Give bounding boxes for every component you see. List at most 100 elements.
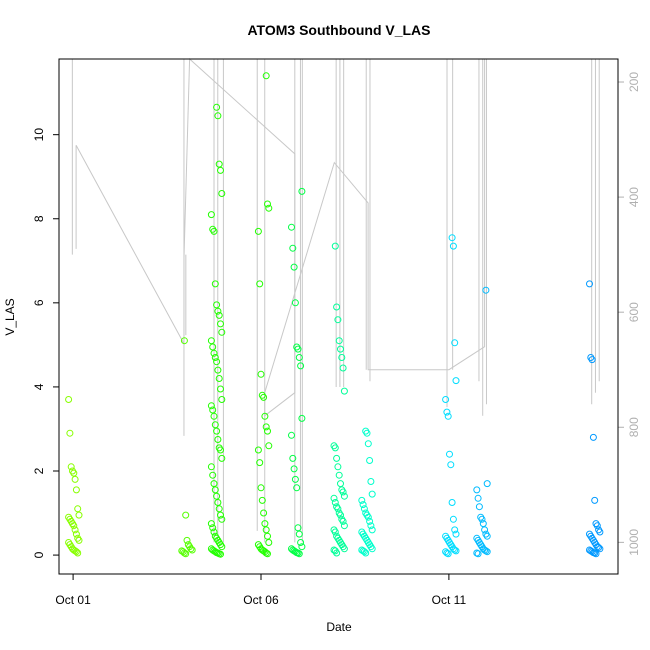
data-point — [211, 486, 219, 494]
data-point — [264, 200, 271, 208]
data-point — [215, 160, 223, 168]
x-axis: Oct 01 Oct 06 Oct 11 — [55, 574, 466, 607]
data-point — [74, 505, 82, 513]
data-point — [187, 545, 195, 553]
data-point — [218, 515, 226, 523]
data-point — [474, 550, 482, 558]
data-point — [452, 530, 460, 538]
data-point — [207, 463, 215, 471]
data-point — [215, 375, 223, 382]
data-point — [210, 412, 218, 420]
data-point — [334, 316, 342, 324]
y2-tick-label: 800 — [627, 417, 641, 437]
data-point — [256, 280, 264, 288]
data-point — [339, 364, 347, 372]
data-point — [257, 370, 265, 378]
data-point — [209, 471, 217, 479]
data-point — [339, 488, 347, 496]
data-point — [339, 517, 347, 525]
data-point — [215, 505, 223, 513]
data-point — [182, 511, 190, 519]
data-point — [214, 436, 222, 443]
data-point — [294, 549, 302, 557]
data-point — [257, 484, 265, 492]
data-points — [65, 72, 604, 558]
x-tick-label: Oct 01 — [55, 593, 91, 607]
data-point — [213, 492, 221, 500]
secondary-y-axis: 200 400 600 800 1000 — [617, 72, 641, 556]
y-tick-label: 0 — [32, 551, 46, 558]
chart-title: ATOM3 Southbound V_LAS — [247, 22, 430, 38]
data-point — [363, 429, 371, 437]
y-axis: 0 2 4 6 8 10 — [32, 128, 60, 558]
data-point — [207, 402, 215, 410]
data-point — [217, 511, 224, 519]
data-point — [214, 499, 222, 506]
data-point — [209, 343, 217, 351]
data-point — [70, 469, 78, 477]
data-point — [368, 490, 376, 498]
data-point — [262, 526, 270, 534]
data-point — [589, 433, 597, 441]
data-point — [217, 550, 224, 558]
data-point — [262, 423, 270, 431]
data-point — [360, 548, 368, 556]
data-point — [217, 166, 224, 174]
data-point — [218, 328, 226, 336]
data-point — [297, 362, 305, 370]
data-point — [71, 526, 79, 534]
data-point — [265, 204, 273, 212]
data-point — [338, 354, 346, 361]
data-point — [262, 549, 270, 557]
data-point — [182, 550, 190, 558]
data-point — [289, 244, 297, 252]
data-point — [452, 547, 460, 555]
data-point — [334, 463, 342, 471]
data-point — [70, 522, 78, 530]
data-point — [264, 532, 271, 540]
data-point — [217, 446, 224, 454]
data-point — [442, 396, 450, 403]
data-point — [210, 480, 218, 488]
y-tick-label: 4 — [32, 383, 46, 390]
data-point — [483, 532, 491, 540]
data-point — [207, 337, 215, 345]
data-point — [261, 520, 269, 528]
data-point — [218, 543, 226, 551]
data-point — [265, 442, 273, 450]
data-point — [294, 524, 302, 532]
data-point — [65, 396, 73, 403]
data-point — [210, 227, 218, 235]
data-point — [264, 550, 271, 558]
data-point — [446, 450, 453, 458]
plot-frame — [58, 58, 619, 575]
x-tick-label: Oct 11 — [432, 593, 467, 607]
data-point — [449, 515, 457, 523]
data-point — [596, 528, 604, 536]
data-point — [364, 440, 372, 448]
data-point — [443, 549, 451, 557]
data-point — [260, 393, 268, 401]
data-point — [254, 446, 262, 454]
data-point — [335, 471, 343, 479]
secondary-series-line — [75, 57, 486, 417]
data-point — [337, 511, 344, 519]
data-point — [183, 536, 191, 544]
data-point — [337, 345, 344, 353]
data-point — [444, 550, 452, 558]
data-point — [452, 377, 460, 385]
data-point — [443, 408, 451, 416]
data-point — [591, 496, 599, 504]
data-point — [265, 539, 273, 546]
data-point — [67, 463, 75, 471]
data-point — [218, 396, 226, 403]
data-point — [448, 499, 456, 506]
data-point — [298, 414, 306, 422]
y2-tick-label: 600 — [627, 302, 641, 322]
data-point — [188, 546, 196, 554]
data-point — [214, 307, 222, 315]
data-point — [210, 528, 218, 536]
data-point — [75, 536, 83, 544]
data-point — [366, 517, 374, 525]
